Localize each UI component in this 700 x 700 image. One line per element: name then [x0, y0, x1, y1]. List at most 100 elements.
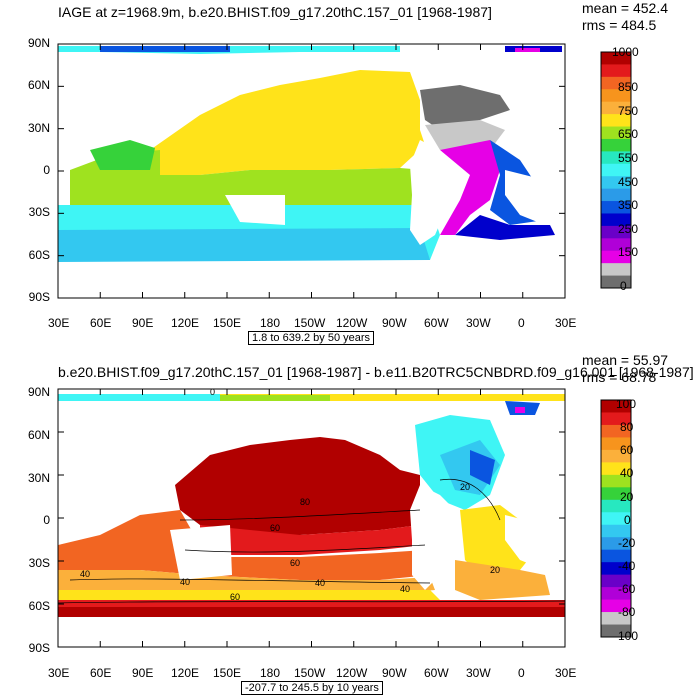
colorbar-swatch — [601, 64, 631, 78]
lon-label: 180 — [260, 666, 281, 680]
colorbar-label: 60 — [620, 443, 634, 457]
colorbar-label: 550 — [618, 151, 639, 165]
contour-label: 40 — [80, 569, 90, 579]
colorbar-swatch — [601, 474, 631, 488]
colorbar-swatch — [601, 537, 631, 551]
map-top — [57, 43, 632, 299]
colorbar-swatch — [601, 437, 631, 451]
colorbar-swatch — [601, 462, 631, 476]
colorbar-swatch — [601, 587, 631, 600]
arctic-deep — [100, 46, 230, 52]
rms-stat: rms = 484.5 — [582, 17, 657, 33]
lon-label: 90W — [382, 666, 407, 680]
colorbar-label: 80 — [620, 420, 634, 434]
colorbar-swatch — [601, 52, 631, 65]
colorbar-label: 250 — [618, 222, 639, 236]
lon-label: 120W — [336, 316, 368, 330]
north-atlantic-deepblue — [470, 450, 495, 485]
colorbar-swatch — [601, 487, 631, 501]
colorbar-label: -20 — [618, 536, 636, 550]
lon-label: 30E — [555, 316, 577, 330]
contour-info: 1.8 to 639.2 by 50 years — [248, 331, 375, 345]
colorbar-label: -100 — [614, 629, 639, 643]
colorbar-swatch — [601, 151, 631, 165]
colorbar-swatch — [601, 412, 631, 426]
colorbar-swatch — [601, 624, 631, 638]
indian-green — [90, 140, 155, 170]
colorbar-swatch — [601, 599, 631, 613]
lat-label: 30S — [28, 556, 50, 570]
africa-land — [505, 515, 560, 570]
colorbar-swatch — [601, 512, 631, 526]
contour-label: 60 — [270, 523, 280, 533]
colorbar-label: 40 — [620, 466, 634, 480]
contour-label: 20 — [460, 482, 470, 492]
colorbar-swatch — [601, 138, 631, 152]
colorbar-swatch — [601, 201, 631, 214]
lat-label: 60S — [28, 248, 50, 262]
southern-lightblue — [58, 228, 430, 262]
colorbar-swatch — [601, 275, 631, 289]
contour-label: 40 — [400, 584, 410, 594]
colorbar-swatch — [601, 126, 631, 140]
colorbar-frame — [600, 51, 632, 289]
panel-title: IAGE at z=1968.9m, b.e20.BHIST.f09_g17.2… — [58, 4, 492, 20]
axis-ticks — [57, 43, 566, 299]
colorbar-swatch — [601, 89, 631, 103]
colorbar-swatch — [601, 101, 631, 115]
colorbar-label: 1000 — [612, 45, 639, 59]
lon-label: 90E — [132, 666, 154, 680]
lat-label: 0 — [43, 163, 50, 177]
colorbar-swatch — [601, 263, 631, 276]
south-atlantic-orange — [455, 560, 550, 600]
colorbar-swatch — [601, 562, 631, 576]
lon-label: 60W — [424, 666, 449, 680]
mean-stat: mean = 55.97 — [582, 352, 669, 368]
colorbar-swatch — [601, 176, 631, 190]
colorbar-label: 850 — [618, 80, 639, 94]
atlantic-deepblue — [455, 215, 555, 240]
lon-label: 90W — [382, 316, 407, 330]
colorbar-label: -60 — [618, 582, 636, 596]
colorbar-swatch — [601, 114, 631, 127]
colorbar — [600, 51, 632, 289]
colorbar-swatch — [601, 612, 631, 625]
lon-label: 150W — [294, 666, 326, 680]
colorbar-swatch — [601, 188, 631, 202]
panel-title: b.e20.BHIST.f09_g17.20thC.157_01 [1968-1… — [58, 364, 694, 380]
contour-label: 80 — [300, 497, 310, 507]
lon-label: 0 — [518, 666, 525, 680]
lat-label: 60N — [27, 428, 50, 442]
lon-label: 180 — [260, 316, 281, 330]
colorbar-swatch — [601, 574, 631, 588]
colorbar-label: -40 — [618, 559, 636, 573]
australia-land — [170, 525, 232, 580]
contour-label: 20 — [490, 565, 500, 575]
lon-label: 60E — [90, 316, 112, 330]
lon-label: 60W — [424, 316, 449, 330]
arctic-atlantic-young — [515, 48, 540, 52]
colorbar-swatch — [601, 163, 631, 177]
yellow-band — [58, 590, 440, 600]
atlantic-magenta — [440, 140, 500, 235]
lon-label: 60E — [90, 666, 112, 680]
lat-label: 30N — [27, 121, 50, 135]
south-america-land — [410, 485, 460, 590]
colorbar-label: -80 — [618, 605, 636, 619]
lon-label: 150E — [213, 666, 242, 680]
colorbar-label: 450 — [618, 175, 639, 189]
australia-land — [225, 195, 285, 225]
lon-label: 30E — [48, 666, 70, 680]
rms-stat: rms = 68.78 — [582, 369, 657, 385]
contour-label: 40 — [315, 578, 325, 588]
contour-info: -207.7 to 245.5 by 10 years — [241, 681, 383, 695]
colorbar-label: 650 — [618, 127, 639, 141]
colorbar-swatch — [601, 424, 631, 438]
colorbar-swatch — [601, 76, 631, 90]
pacific-orange — [58, 510, 430, 580]
colorbar-label: 100 — [616, 397, 637, 411]
colorbar-swatch — [601, 499, 631, 513]
lat-label: 60N — [27, 78, 50, 92]
contour-labels: 80 60 40 60 40 20 0 40 60 20 40 — [80, 387, 500, 602]
contour-label: 60 — [230, 592, 240, 602]
